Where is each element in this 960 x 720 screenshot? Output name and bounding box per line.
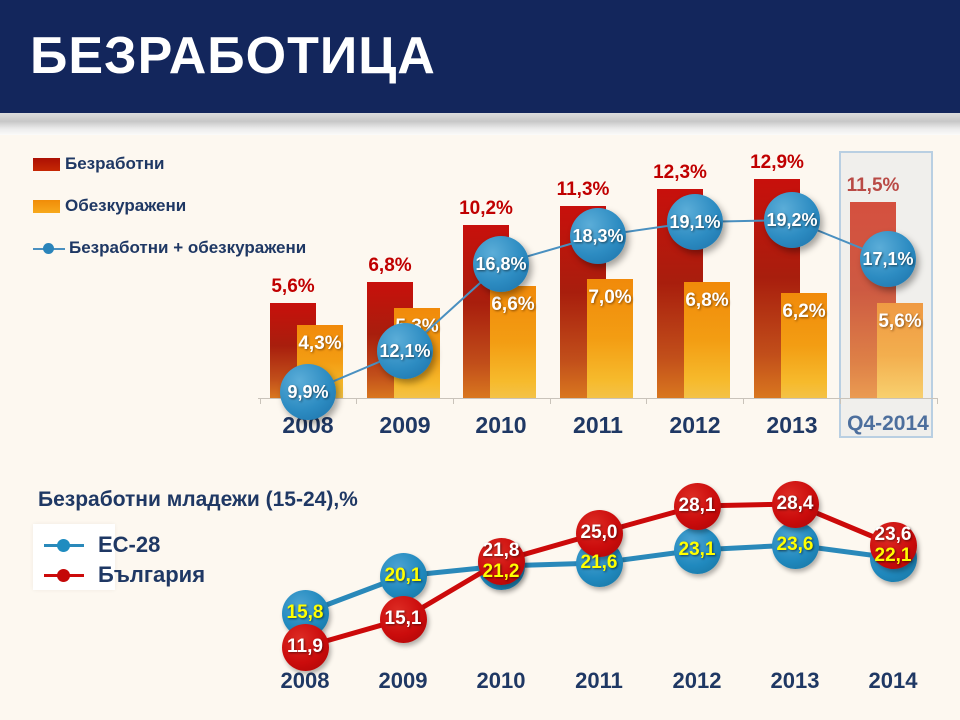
x-axis-label: 2010 — [476, 668, 526, 693]
bulgaria-point — [281, 623, 329, 671]
eu28-point-label: 20,1 — [384, 565, 422, 586]
legend-item-discouraged: Обезкуражени — [33, 196, 186, 216]
legend-label-bulgaria: България — [98, 562, 206, 587]
legend-item-bulgaria: България — [38, 562, 205, 588]
x-axis-tick — [260, 398, 261, 404]
x-axis-tick — [840, 398, 841, 404]
x-axis-label: 2013 — [766, 412, 818, 438]
bar-label-unemployed: 12,9% — [750, 152, 804, 173]
line-point-bubble: 12,1% — [377, 323, 433, 379]
x-axis-label: 2011 — [573, 412, 623, 438]
bulgaria-point — [575, 509, 623, 557]
x-axis-label: 2009 — [379, 412, 431, 438]
bar-label-unemployed: 5,6% — [271, 276, 315, 297]
legend-item-sum: Безработни + обезкуражени — [33, 238, 306, 258]
eu28-point-label: 21,6 — [580, 552, 618, 573]
x-axis-tick — [646, 398, 647, 404]
red-bar-swatch-icon — [33, 157, 60, 171]
line-point-bubble: 9,9% — [280, 364, 336, 420]
bulgaria-point-label: 23,6 — [874, 524, 912, 545]
red-line-dot-icon — [38, 568, 90, 583]
x-axis-label: 2008 — [280, 668, 330, 693]
bar-label-unemployed: 12,3% — [653, 162, 707, 183]
legend-label-eu28: ЕС-28 — [98, 532, 161, 557]
bulgaria-point — [379, 595, 427, 643]
x-axis-label: 2010 — [475, 412, 527, 438]
legend-label-sum: Безработни + обезкуражени — [69, 238, 307, 257]
bulgaria-point — [771, 480, 819, 528]
line-point-bubble: 16,8% — [473, 236, 529, 292]
x-axis-label: 2014 — [868, 668, 918, 693]
eu28-point-label: 23,6 — [776, 534, 814, 555]
bar-label-unemployed: 11,3% — [556, 179, 610, 200]
x-axis-tick — [356, 398, 357, 404]
bar-label-discouraged: 5,6% — [878, 311, 922, 332]
bar-label-unemployed: 11,5% — [846, 175, 900, 196]
bulgaria-point-label: 28,4 — [776, 493, 814, 514]
bulgaria-point-label: 11,9 — [287, 636, 323, 657]
bulgaria-point-label: 25,0 — [580, 522, 618, 543]
blue-line-marker-icon — [33, 242, 65, 255]
youth-legend-panel — [33, 524, 115, 590]
x-axis-label: Q4-2014 — [847, 412, 929, 435]
slide-header: БЕЗРАБОТИЦА — [0, 0, 960, 113]
x-axis-label: 2011 — [575, 668, 623, 693]
legend-label-discouraged: Обезкуражени — [65, 196, 187, 215]
x-axis-tick — [937, 398, 938, 404]
bulgaria-point — [673, 482, 721, 530]
eu28-point-label: 22,1 — [874, 545, 912, 566]
bar-label-unemployed: 10,2% — [459, 198, 513, 219]
x-axis-tick — [743, 398, 744, 404]
line-point-bubble: 19,1% — [667, 194, 723, 250]
x-axis-label: 2013 — [770, 668, 820, 693]
legend-item-unemployed: Безработни — [33, 154, 164, 174]
eu28-point-label: 15,8 — [286, 602, 324, 623]
x-axis-tick — [453, 398, 454, 404]
legend-item-eu28: ЕС-28 — [38, 532, 160, 558]
line-point-bubble: 17,1% — [860, 231, 916, 287]
eu28-point-label: 21,2 — [482, 561, 520, 582]
youth-chart-title: Безработни младежи (15-24),% — [38, 488, 358, 511]
line-point-bubble: 19,2% — [764, 192, 820, 248]
x-axis-label: 2012 — [672, 668, 722, 693]
header-divider — [0, 113, 960, 135]
bulgaria-point — [477, 537, 525, 585]
legend-label-unemployed: Безработни — [65, 154, 165, 173]
bulgaria-point-label: 28,1 — [678, 495, 716, 516]
eu28-point-label: 23,1 — [678, 539, 716, 560]
x-axis — [258, 398, 938, 399]
orange-bar-swatch-icon — [33, 199, 60, 213]
x-axis-tick — [550, 398, 551, 404]
x-axis-label: 2012 — [669, 412, 721, 438]
x-axis-label: 2009 — [378, 668, 428, 693]
bulgaria-point-label: 15,1 — [384, 608, 422, 629]
blue-line-dot-icon — [38, 538, 90, 553]
bulgaria-point — [869, 521, 917, 569]
slide-title: БЕЗРАБОТИЦА — [30, 27, 436, 85]
line-point-bubble: 18,3% — [570, 208, 626, 264]
bulgaria-point-label: 21,8 — [482, 540, 520, 561]
